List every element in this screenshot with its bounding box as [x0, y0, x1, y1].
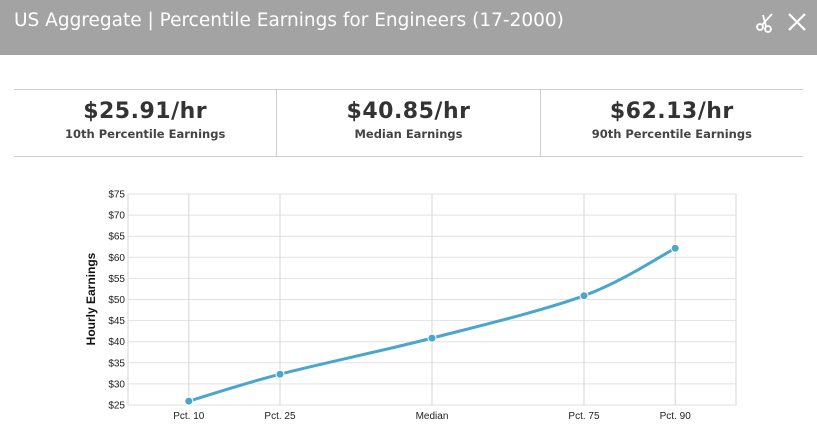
x-tick-label: Median — [416, 411, 449, 422]
stat-label: 90th Percentile Earnings — [591, 127, 752, 141]
scissors-icon[interactable] — [753, 10, 777, 34]
data-point-5[interactable] — [670, 243, 680, 253]
y-tick-label: $30 — [108, 379, 125, 390]
x-tick-label: Pct. 10 — [173, 411, 205, 422]
x-tick-label: Pct. 90 — [660, 411, 692, 422]
y-tick-label: $25 — [108, 401, 125, 412]
title-bar: US Aggregate | Percentile Earnings for E… — [0, 0, 817, 55]
data-point-2[interactable] — [275, 369, 285, 379]
y-tick-label: $60 — [108, 253, 125, 264]
stat-value: $25.91/hr — [83, 99, 208, 124]
y-tick-label: $65 — [108, 232, 125, 243]
x-tick-label: Pct. 25 — [264, 411, 296, 422]
y-tick-label: $55 — [108, 274, 125, 285]
y-tick-label: $75 — [108, 190, 125, 201]
close-icon[interactable] — [785, 10, 809, 34]
stat-value: $40.85/hr — [346, 99, 471, 124]
x-tick-label: Pct. 75 — [568, 411, 600, 422]
stat-label: Median Earnings — [354, 127, 463, 141]
chart-grid — [127, 193, 737, 406]
summary-stats: $25.91/hr 10th Percentile Earnings $40.8… — [14, 89, 803, 157]
data-point-4[interactable] — [579, 291, 589, 301]
y-axis-label: Hourly Earnings — [84, 252, 98, 345]
series-points — [184, 243, 680, 406]
data-point-3[interactable] — [427, 333, 437, 343]
stat-90th-percentile: $62.13/hr 90th Percentile Earnings — [539, 90, 803, 156]
data-point-1[interactable] — [184, 396, 194, 406]
y-tick-label: $35 — [108, 358, 125, 369]
y-tick-label: $70 — [108, 211, 125, 222]
earnings-line-chart: $25 $30 $35 $40 $45 $50 $55 $60 $65 $70 $75 Pct. 1… — [84, 190, 737, 422]
stat-label: 10th Percentile Earnings — [65, 127, 226, 141]
y-tick-label: $50 — [108, 295, 125, 306]
y-tick-label: $40 — [108, 337, 125, 348]
stat-median: $40.85/hr Median Earnings — [276, 90, 539, 156]
x-axis-ticks: Pct. 10 Pct. 25 Median Pct. 75 Pct. 90 — [173, 411, 691, 422]
stat-10th-percentile: $25.91/hr 10th Percentile Earnings — [14, 90, 276, 156]
y-axis-ticks: $25 $30 $35 $40 $45 $50 $55 $60 $65 $70 $75 — [108, 190, 125, 412]
y-tick-label: $45 — [108, 316, 125, 327]
stat-value: $62.13/hr — [609, 99, 734, 124]
window-title: US Aggregate | Percentile Earnings for E… — [14, 10, 564, 31]
